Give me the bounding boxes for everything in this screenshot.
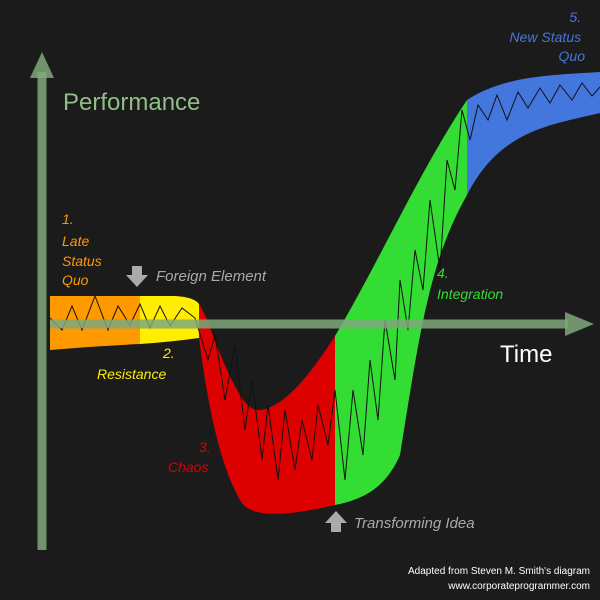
foreign-element-label: Foreign Element — [156, 268, 267, 285]
band-chaos — [199, 304, 335, 514]
transforming-idea-arrow-icon — [325, 511, 347, 532]
x-axis-arrowhead — [565, 312, 594, 336]
x-axis-label: Time — [500, 341, 552, 368]
y-axis-label: Performance — [63, 89, 200, 116]
transforming-idea-label: Transforming Idea — [354, 515, 475, 532]
stage-2-label: 2. Resistance — [97, 345, 179, 382]
credit-line-2: www.corporateprogrammer.com — [447, 581, 590, 592]
band-integration — [335, 100, 467, 505]
stage-1-label: 1. Late Status Quo — [62, 211, 106, 288]
stage-5-label: 5. New Status Quo — [510, 9, 586, 64]
performance-oscillation-line — [49, 82, 600, 481]
band-new-status-quo — [467, 72, 600, 195]
stage-4-label: 4. Integration — [437, 265, 503, 302]
stage-3-label: 3. Chaos — [168, 439, 215, 475]
y-axis-arrowhead — [30, 52, 54, 78]
foreign-element-arrow-icon — [126, 266, 148, 287]
credit-line-1: Adapted from Steven M. Smith's diagram — [408, 566, 590, 577]
